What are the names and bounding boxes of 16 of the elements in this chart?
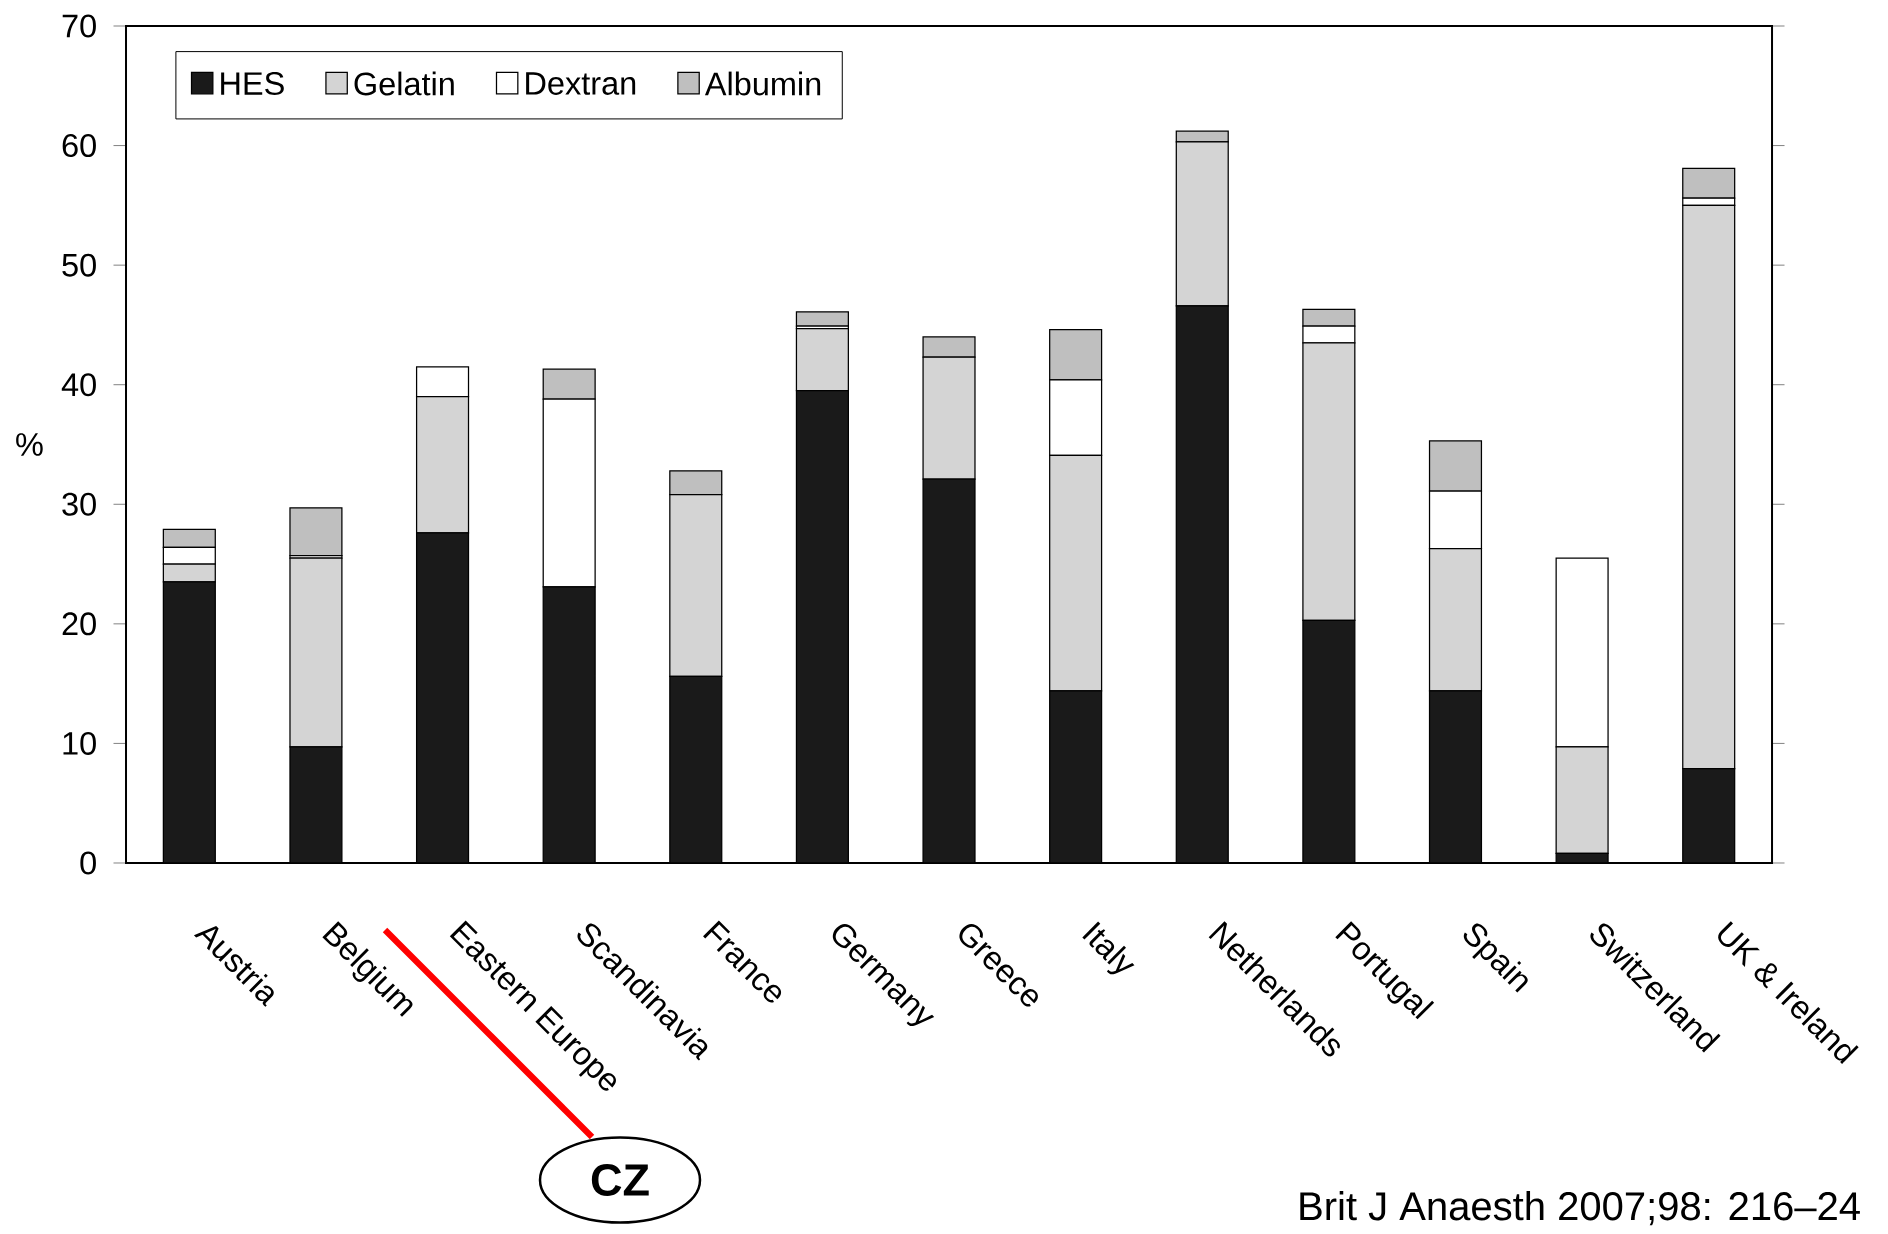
y-tick-label: 0	[80, 851, 96, 875]
y-tick-label: 40	[61, 373, 96, 397]
y-tick-label: 20	[62, 612, 96, 636]
legend-label: Dextran	[526, 72, 636, 95]
text: Brit J Anaesth 2007;98: 216–24	[1300, 1191, 1860, 1226]
y-tick-label: 70	[62, 14, 96, 38]
legend-label: Albumin	[704, 71, 821, 96]
legend-label: Gelatin	[354, 71, 454, 96]
y-axis-title: %	[16, 433, 43, 456]
y-tick-label: 30	[62, 492, 96, 516]
y-tick-label: 60	[62, 134, 96, 158]
y-tick-label: 50	[62, 253, 96, 277]
y-tick-label: 10	[63, 731, 96, 755]
x-tick-label: Italy	[1082, 921, 1135, 975]
legend-label: HES	[221, 72, 284, 96]
text: CZ	[591, 1164, 649, 1196]
